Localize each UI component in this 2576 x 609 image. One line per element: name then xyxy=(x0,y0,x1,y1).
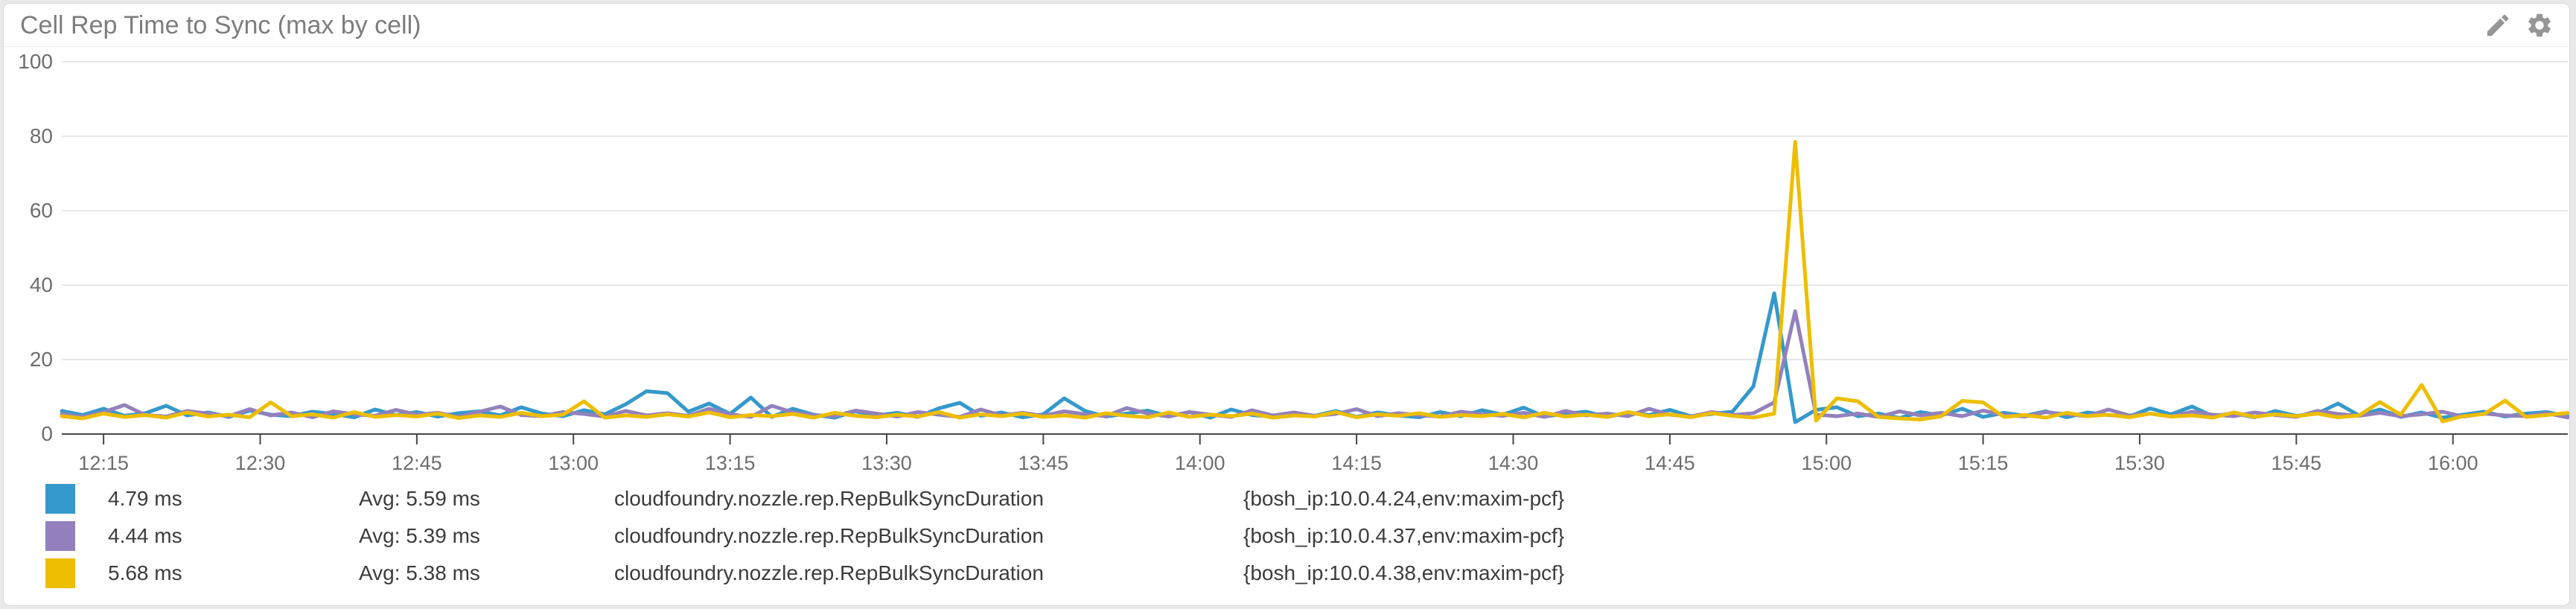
x-axis-label: 13:45 xyxy=(1018,452,1069,474)
x-axis-label: 14:45 xyxy=(1645,452,1695,474)
x-axis-label: 15:45 xyxy=(2271,452,2322,474)
legend-avg-value: Avg: 5.59 ms xyxy=(359,487,480,510)
x-axis-label: 13:15 xyxy=(705,452,756,474)
x-axis-label: 12:30 xyxy=(235,452,286,474)
widget-header: Cell Rep Time to Sync (max by cell) xyxy=(4,4,2569,47)
legend-color-swatch[interactable] xyxy=(45,558,75,588)
legend-metric-name: cloudfoundry.nozzle.rep.RepBulkSyncDurat… xyxy=(614,561,1044,584)
gear-icon xyxy=(2528,13,2551,36)
widget-actions xyxy=(2483,10,2554,40)
legend-avg-value: Avg: 5.39 ms xyxy=(359,524,480,547)
chart-legend: 4.79 ms Avg: 5.59 ms cloudfoundry.nozzle.r… xyxy=(45,480,2562,592)
y-axis-label: 0 xyxy=(41,422,53,445)
legend-current-value: 5.68 ms xyxy=(108,561,182,584)
y-axis-label: 20 xyxy=(30,348,53,371)
settings-button[interactable] xyxy=(2525,10,2554,40)
legend-current-value: 4.79 ms xyxy=(108,487,182,510)
legend-color-swatch[interactable] xyxy=(45,521,75,551)
series-line xyxy=(60,140,2569,424)
legend-current-value: 4.44 ms xyxy=(108,524,182,547)
legend-row[interactable]: 4.79 ms Avg: 5.59 ms cloudfoundry.nozzle.r… xyxy=(45,480,2562,517)
x-axis-label: 16:00 xyxy=(2428,452,2478,474)
series-line xyxy=(60,291,2569,424)
x-axis-label: 15:15 xyxy=(1958,452,2009,474)
series-line xyxy=(60,309,2569,420)
timeseries-svg: 0 20 40 60 80 100 12:15 12:30 12:45 13:00 13:15 13:… xyxy=(18,50,2569,474)
legend-metric-name: cloudfoundry.nozzle.rep.RepBulkSyncDurat… xyxy=(614,487,1044,510)
legend-row[interactable]: 4.44 ms Avg: 5.39 ms cloudfoundry.nozzle.r… xyxy=(45,517,2562,555)
legend-avg-value: Avg: 5.38 ms xyxy=(359,561,480,584)
x-axis-label: 14:30 xyxy=(1488,452,1539,474)
x-axis-label: 15:30 xyxy=(2114,452,2165,474)
legend-metric-name: cloudfoundry.nozzle.rep.RepBulkSyncDurat… xyxy=(614,524,1044,547)
legend-color-swatch[interactable] xyxy=(45,484,75,514)
y-axis-label: 100 xyxy=(18,50,53,73)
x-axis-label: 14:15 xyxy=(1331,452,1382,474)
x-axis-label: 12:45 xyxy=(392,452,442,474)
panel-title: Cell Rep Time to Sync (max by cell) xyxy=(20,10,421,39)
legend-scope-tags: {bosh_ip:10.0.4.37,env:maxim-pcf} xyxy=(1243,524,1565,547)
y-axis-label: 60 xyxy=(30,199,53,222)
legend-row[interactable]: 5.68 ms Avg: 5.38 ms cloudfoundry.nozzle.r… xyxy=(45,555,2562,592)
y-axis-label: 80 xyxy=(30,124,53,147)
timeseries-plot-area[interactable]: 0 20 40 60 80 100 12:15 12:30 12:45 13:00 13:15 13:… xyxy=(4,47,2569,480)
y-axis-label: 40 xyxy=(30,273,53,296)
x-axis-label: 13:30 xyxy=(861,452,912,474)
x-axis-label: 13:00 xyxy=(548,452,599,474)
legend-scope-tags: {bosh_ip:10.0.4.24,env:maxim-pcf} xyxy=(1243,487,1565,510)
x-axis-label: 12:15 xyxy=(78,452,129,474)
pencil-icon xyxy=(2487,14,2509,36)
legend-scope-tags: {bosh_ip:10.0.4.38,env:maxim-pcf} xyxy=(1243,561,1565,584)
timeseries-widget-panel: Cell Rep Time to Sync (max by cell) 0 20 4… xyxy=(3,3,2570,606)
x-axis-label: 15:00 xyxy=(1801,452,1852,474)
edit-button[interactable] xyxy=(2483,10,2513,40)
x-axis-label: 14:00 xyxy=(1175,452,1225,474)
